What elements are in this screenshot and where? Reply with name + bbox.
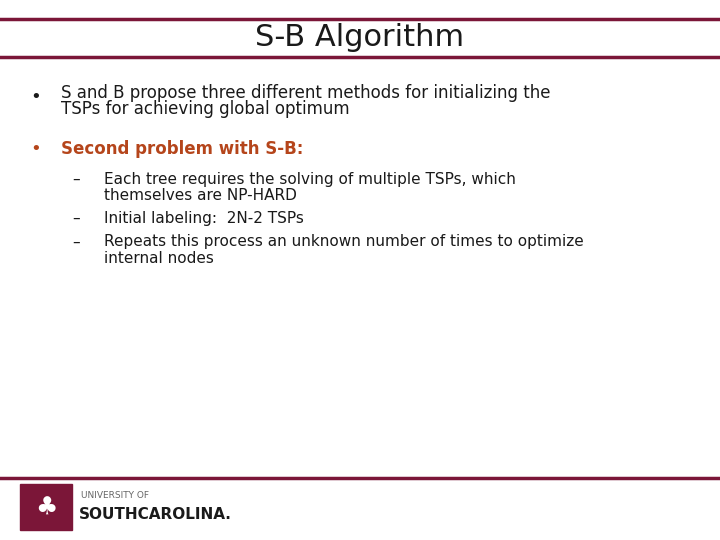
Text: TSPs for achieving global optimum: TSPs for achieving global optimum — [61, 100, 350, 118]
Text: Repeats this process an unknown number of times to optimize: Repeats this process an unknown number o… — [104, 234, 584, 249]
Text: SOUTHCAROLINA.: SOUTHCAROLINA. — [79, 507, 232, 522]
Text: UNIVERSITY OF: UNIVERSITY OF — [81, 491, 148, 500]
Text: S and B propose three different methods for initializing the: S and B propose three different methods … — [61, 84, 551, 102]
Text: •: • — [31, 88, 41, 106]
Text: •: • — [31, 139, 41, 158]
Text: Initial labeling:  2N-2 TSPs: Initial labeling: 2N-2 TSPs — [104, 211, 305, 226]
Text: Each tree requires the solving of multiple TSPs, which: Each tree requires the solving of multip… — [104, 172, 516, 187]
Text: themselves are NP-HARD: themselves are NP-HARD — [104, 188, 297, 203]
Text: S-B Algorithm: S-B Algorithm — [256, 23, 464, 52]
Text: Second problem with S-B:: Second problem with S-B: — [61, 139, 304, 158]
Text: internal nodes: internal nodes — [104, 251, 215, 266]
Text: ♣: ♣ — [35, 496, 58, 519]
Text: –: – — [72, 172, 79, 187]
Text: –: – — [72, 211, 79, 226]
FancyBboxPatch shape — [20, 484, 72, 530]
Text: –: – — [72, 234, 79, 249]
